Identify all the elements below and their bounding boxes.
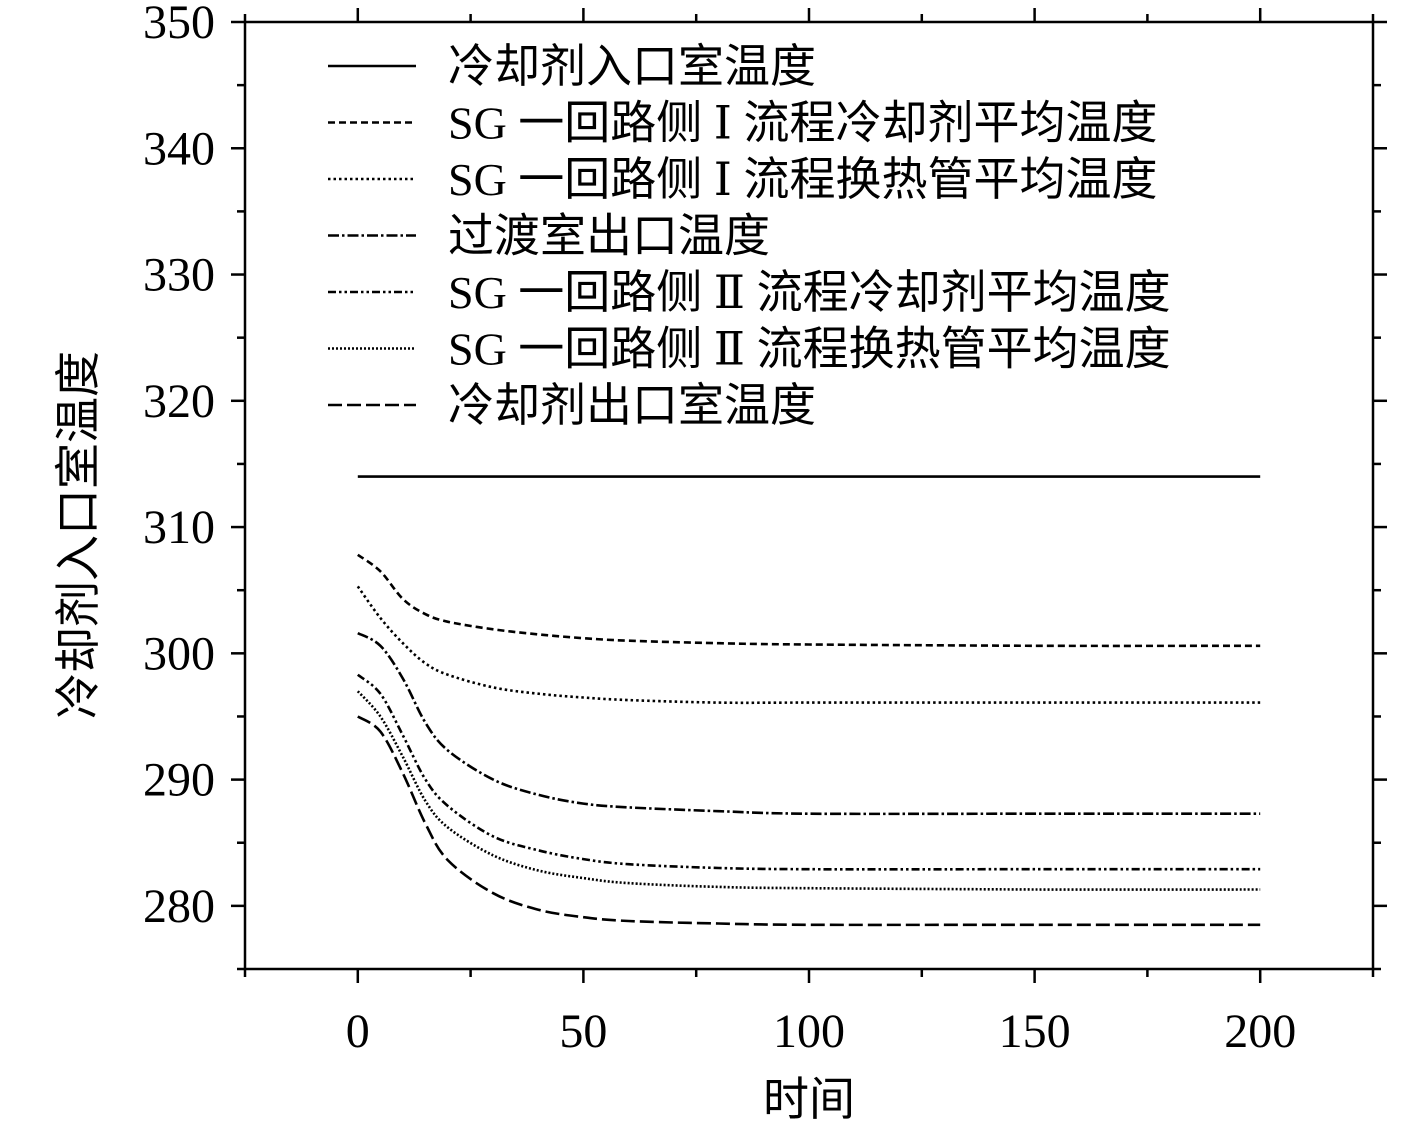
legend-label-3: SG 一回路侧 Ⅰ 流程换热管平均温度 xyxy=(448,154,1157,205)
series-layer xyxy=(356,475,1261,927)
x-tick-label: 200 xyxy=(1224,1005,1296,1058)
series-line-4 xyxy=(357,631,1261,816)
series-line-3 xyxy=(356,585,1261,705)
y-tick-label: 280 xyxy=(143,880,215,933)
legend-label-4: 过渡室出口温度 xyxy=(448,211,770,262)
x-tick-label: 150 xyxy=(999,1005,1071,1058)
legend-label-5: SG 一回路侧 Ⅱ 流程冷却剂平均温度 xyxy=(448,267,1171,318)
y-tick-label: 340 xyxy=(143,122,215,175)
legend-label-6: SG 一回路侧 Ⅱ 流程换热管平均温度 xyxy=(448,324,1171,375)
y-tick-label: 300 xyxy=(143,627,215,680)
series-line-7 xyxy=(357,715,1261,927)
legend-label-2: SG 一回路侧 Ⅰ 流程冷却剂平均温度 xyxy=(448,98,1157,149)
y-tick-label: 330 xyxy=(143,249,215,302)
x-tick-label: 100 xyxy=(773,1005,845,1058)
y-axis: 280 290 300 310 320 330 340 350 xyxy=(143,0,1387,971)
x-axis: 0 50 100 150 200 xyxy=(243,8,1375,1058)
y-axis-title: 冷却剂入口室温度 xyxy=(51,351,105,719)
series-line-5 xyxy=(356,673,1261,871)
legend-label-1: 冷却剂入口室温度 xyxy=(448,41,816,92)
x-tick-label: 50 xyxy=(559,1005,607,1058)
series-line-6 xyxy=(356,690,1261,891)
x-axis-title: 时间 xyxy=(763,1072,855,1126)
y-tick-label: 320 xyxy=(143,375,215,428)
x-tick-label: 0 xyxy=(346,1005,370,1058)
y-tick-label: 290 xyxy=(143,754,215,807)
y-tick-label: 310 xyxy=(143,501,215,554)
legend-label-7: 冷却剂出口室温度 xyxy=(448,380,816,431)
y-tick-label: 350 xyxy=(143,0,215,49)
series-line-2 xyxy=(357,553,1261,648)
